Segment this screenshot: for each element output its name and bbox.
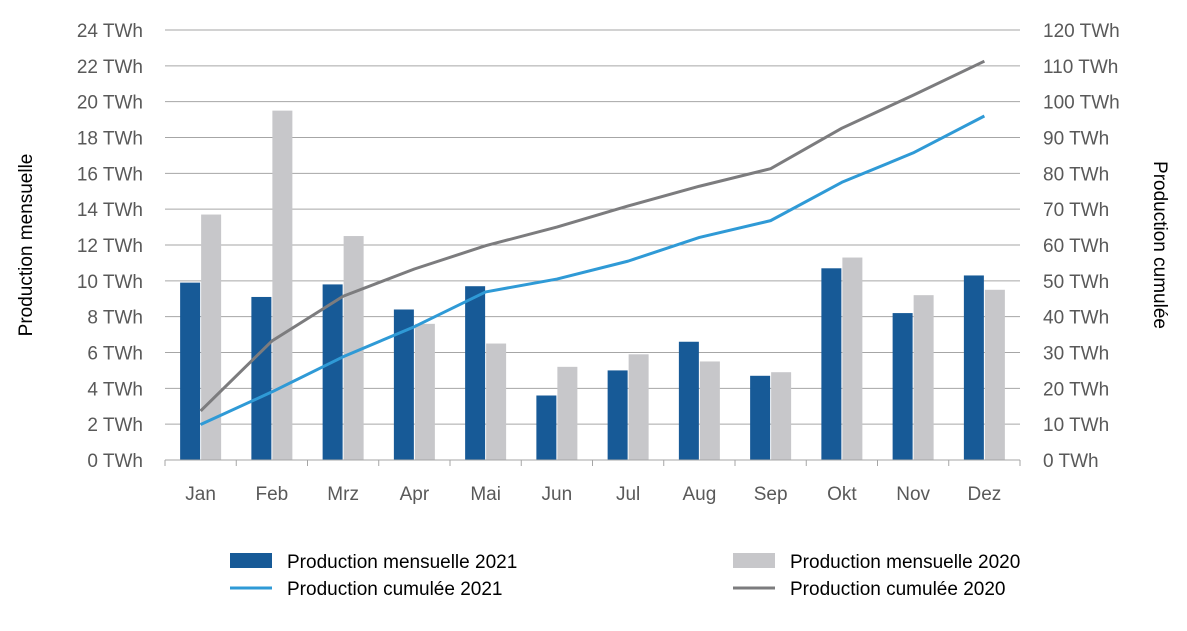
y-tick-label-left: 0 TWh [87, 451, 143, 472]
y-tick-label-right: 40 TWh [1043, 308, 1109, 329]
bar-2020-mai [486, 343, 507, 460]
y-tick-label-right: 80 TWh [1043, 164, 1109, 185]
y-tick-label-left: 22 TWh [77, 57, 143, 78]
y-tick-label-right: 30 TWh [1043, 344, 1109, 365]
y-tick-label-left: 10 TWh [77, 272, 143, 293]
bar-2021-mrz [322, 284, 343, 460]
bar-2020-feb [272, 110, 293, 460]
legend-swatch-bar-2020 [733, 553, 775, 568]
y-tick-label-right: 120 TWh [1043, 21, 1120, 42]
bar-2020-apr [414, 323, 435, 460]
y-tick-label-right: 20 TWh [1043, 379, 1109, 400]
gridlines [165, 29, 1020, 425]
y-axis-title-right: Production cumulée [1149, 161, 1170, 329]
y-tick-label-right: 60 TWh [1043, 236, 1109, 257]
bar-2021-feb [251, 296, 272, 460]
bar-2021-sep [750, 375, 771, 460]
bar-2020-jul [628, 354, 649, 460]
bar-2021-apr [393, 309, 414, 460]
y-tick-label-right: 110 TWh [1043, 57, 1118, 78]
x-tick-label: Sep [754, 484, 788, 505]
bar-2021-mai [465, 286, 486, 460]
bars [180, 110, 1005, 460]
y-tick-label-right: 50 TWh [1043, 272, 1109, 293]
y-tick-label-right: 0 TWh [1043, 451, 1099, 472]
bar-2020-jan [201, 214, 222, 460]
x-tick-label: Mai [470, 484, 501, 505]
x-tick-label: Nov [896, 484, 930, 505]
y-tick-label-left: 18 TWh [77, 129, 143, 150]
legend-swatch-bar-2021 [230, 553, 272, 568]
y-tick-label-right: 70 TWh [1043, 200, 1109, 221]
bar-2020-jun [557, 366, 578, 460]
bar-2020-nov [913, 295, 934, 460]
y-tick-label-left: 20 TWh [77, 93, 143, 114]
legend-label-bar-2021: Production mensuelle 2021 [287, 552, 517, 573]
y-tick-label-left: 14 TWh [77, 200, 143, 221]
y-tick-label-left: 8 TWh [87, 308, 143, 329]
x-tick-label: Aug [682, 484, 716, 505]
y-tick-label-left: 16 TWh [77, 164, 143, 185]
bar-2021-jan [180, 282, 201, 460]
y-axis-title-left: Production mensuelle [16, 154, 37, 337]
legend: Production mensuelle 2021 Production men… [230, 552, 1020, 600]
x-tick-label: Okt [827, 484, 857, 505]
axes: 0 TWh 2 TWh 4 TWh 6 TWh 8 TWh 10 TWh 12 TWh 14 … [77, 21, 1120, 505]
y-tick-label-left: 2 TWh [87, 415, 143, 436]
bar-2021-dez [963, 275, 984, 460]
x-tick-label: Jul [616, 484, 640, 505]
bar-2021-nov [892, 313, 913, 460]
y-tick-label-left: 4 TWh [87, 379, 143, 400]
bar-2020-sep [771, 372, 792, 460]
bar-2021-aug [678, 341, 699, 460]
y-tick-label-left: 6 TWh [87, 344, 143, 365]
bar-2021-jul [607, 370, 628, 460]
legend-label-line-2021: Production cumulée 2021 [287, 579, 502, 600]
legend-label-bar-2020: Production mensuelle 2020 [790, 552, 1020, 573]
x-tick-label: Feb [256, 484, 289, 505]
bar-2020-mrz [343, 236, 364, 460]
line-cumulative-2020 [199, 59, 986, 412]
y-tick-label-right: 10 TWh [1043, 415, 1109, 436]
bar-2021-jun [536, 395, 557, 460]
y-tick-label-right: 90 TWh [1043, 129, 1109, 150]
bar-2021-okt [821, 268, 842, 460]
legend-label-line-2020: Production cumulée 2020 [790, 579, 1005, 600]
x-tick-label: Jun [542, 484, 573, 505]
line-cumulative-2021 [200, 114, 986, 426]
bar-2020-dez [984, 289, 1005, 460]
y-tick-label-left: 24 TWh [77, 21, 143, 42]
x-tick-label: Jan [185, 484, 216, 505]
x-tick-label: Mrz [327, 484, 359, 505]
x-tick-label: Dez [967, 484, 1001, 505]
lines [199, 59, 986, 426]
bar-2020-aug [699, 361, 720, 460]
y-tick-label-right: 100 TWh [1043, 93, 1120, 114]
y-tick-label-left: 12 TWh [77, 236, 143, 257]
x-tick-label: Apr [400, 484, 430, 505]
bar-2020-okt [842, 257, 863, 460]
